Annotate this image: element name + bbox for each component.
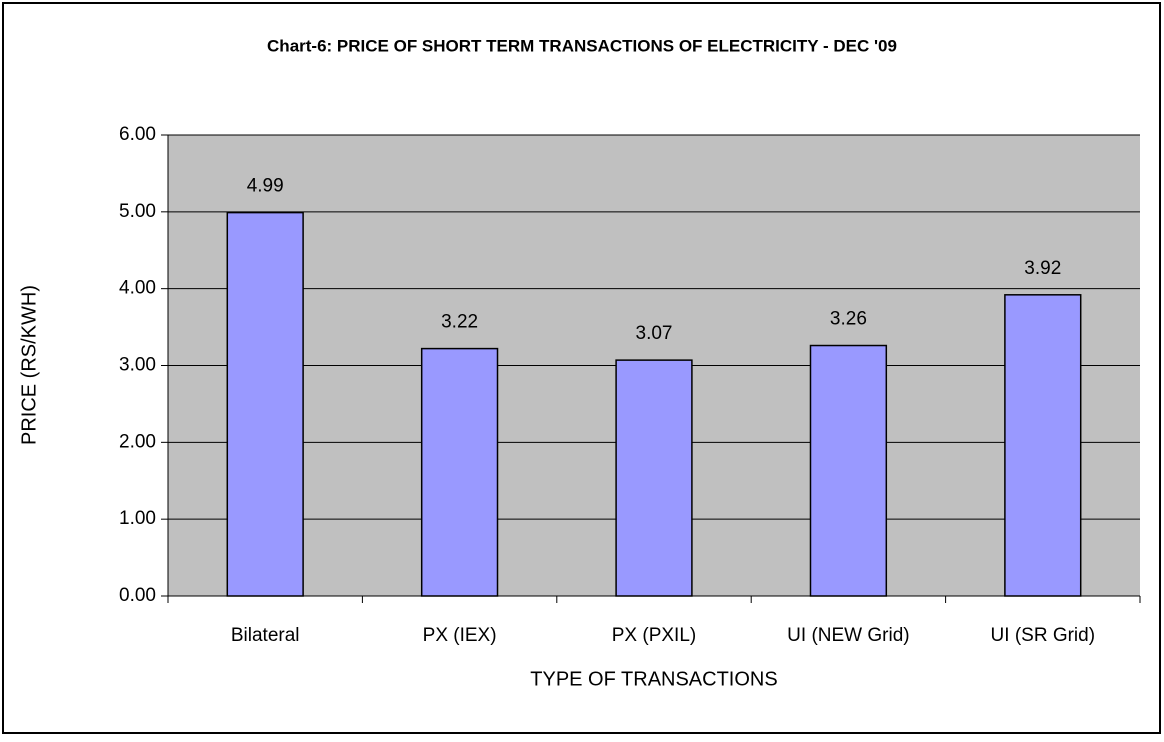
x-tick-label: UI (NEW Grid)	[787, 625, 909, 646]
chart-title: Chart-6: PRICE OF SHORT TERM TRANSACTION…	[267, 36, 897, 55]
y-tick-label: 5.00	[119, 201, 156, 222]
x-tick-label: PX (PXIL)	[612, 625, 696, 646]
y-tick-label: 0.00	[119, 585, 156, 606]
x-tick-label: UI (SR Grid)	[991, 625, 1096, 646]
x-axis-label: TYPE OF TRANSACTIONS	[530, 668, 777, 690]
value-label: 3.07	[636, 323, 673, 344]
y-tick-label: 3.00	[119, 355, 156, 376]
value-label: 4.99	[247, 176, 284, 197]
value-label: 3.26	[830, 309, 867, 330]
bar	[615, 359, 693, 597]
y-tick-label: 4.00	[119, 278, 156, 299]
y-tick-label: 6.00	[119, 124, 156, 145]
y-tick-label: 1.00	[119, 508, 156, 529]
y-tick-label: 2.00	[119, 431, 156, 452]
value-label: 3.92	[1024, 258, 1061, 279]
bar	[1004, 294, 1082, 597]
x-tick-label: PX (IEX)	[423, 625, 497, 646]
bar	[420, 347, 499, 597]
value-label: 3.22	[441, 312, 478, 333]
bar	[226, 211, 304, 597]
y-axis-label: PRICE (RS/KWH)	[18, 285, 40, 445]
bar	[809, 344, 888, 597]
x-tick-label: Bilateral	[231, 625, 300, 646]
